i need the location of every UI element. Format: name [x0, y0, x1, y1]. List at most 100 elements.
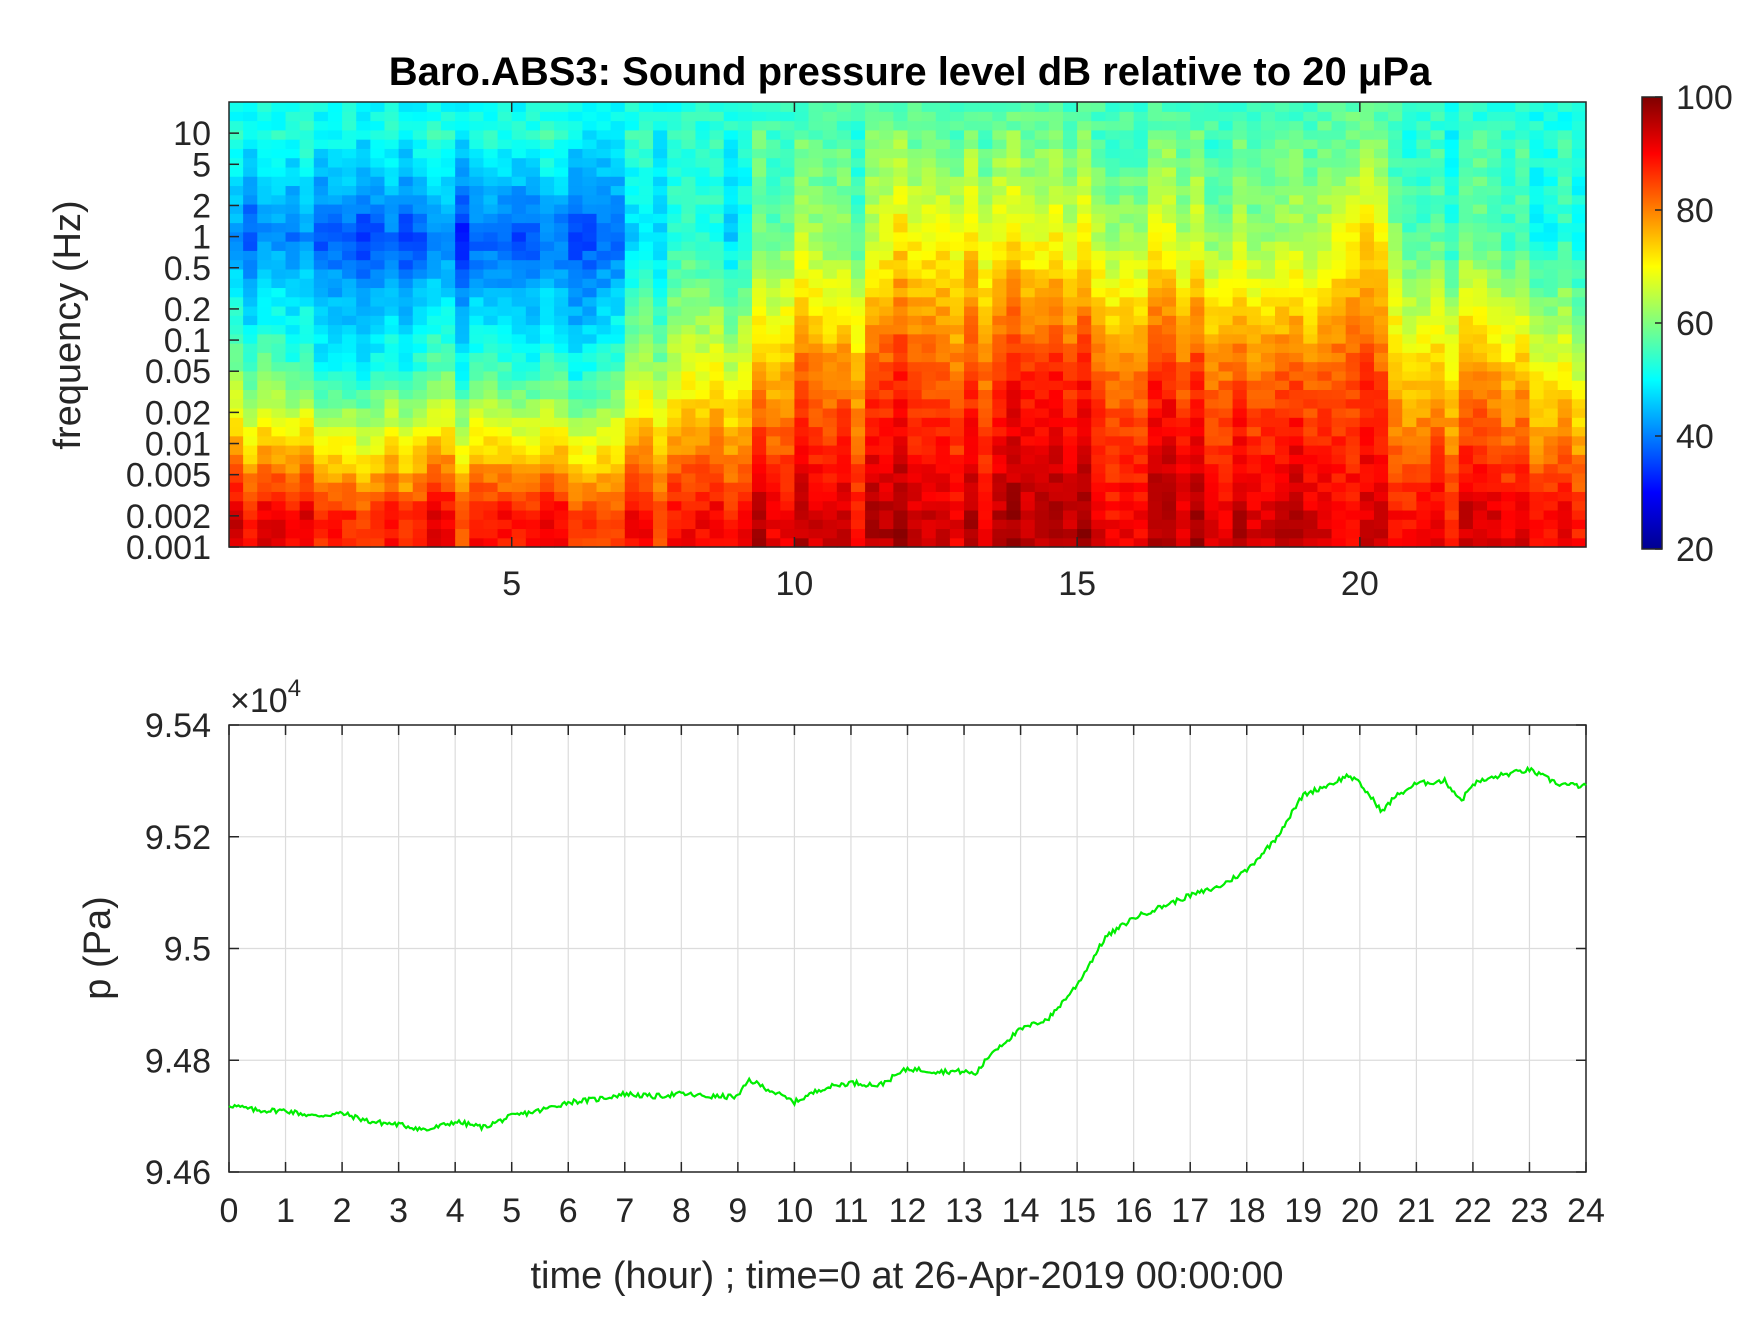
heatmap-cell	[1444, 185, 1460, 196]
heatmap-cell	[1543, 268, 1559, 279]
heatmap-cell	[497, 194, 513, 205]
heatmap-cell	[624, 166, 640, 177]
heatmap-cell	[1006, 241, 1022, 251]
heatmap-cell	[257, 472, 273, 483]
heatmap-cell	[539, 185, 555, 196]
heatmap-cell	[1062, 222, 1078, 233]
heatmap-cell	[1373, 435, 1389, 446]
heatmap-cell	[1034, 259, 1050, 270]
heatmap-cell	[271, 157, 287, 168]
heatmap-cell	[879, 194, 894, 205]
heatmap-cell	[1246, 278, 1262, 289]
heatmap-cell	[752, 194, 767, 205]
heatmap-cell	[681, 343, 697, 353]
heatmap-cell	[921, 352, 937, 363]
heatmap-cell	[243, 509, 258, 520]
heatmap-cell	[271, 241, 287, 251]
heatmap-cell	[752, 305, 767, 316]
heatmap-cell	[243, 380, 258, 390]
heatmap-cell	[1501, 250, 1516, 261]
heatmap-cell	[879, 426, 894, 437]
heatmap-cell	[850, 148, 866, 159]
heatmap-cell	[1176, 305, 1191, 316]
heatmap-cell	[780, 472, 796, 483]
heatmap-cell	[1020, 129, 1036, 140]
heatmap-cell	[1345, 491, 1361, 502]
heatmap-cell	[766, 120, 781, 131]
heatmap-cell	[229, 482, 244, 492]
x-tick-label: 18	[1228, 1192, 1266, 1230]
heatmap-cell	[1515, 259, 1531, 270]
heatmap-cell	[681, 296, 697, 307]
heatmap-cell	[596, 519, 612, 530]
heatmap-cell	[539, 111, 555, 122]
heatmap-cell	[667, 454, 682, 465]
heatmap-cell	[483, 472, 499, 483]
heatmap-cell	[568, 370, 583, 381]
heatmap-cell	[1345, 241, 1361, 251]
heatmap-cell	[370, 491, 386, 502]
heatmap-cell	[879, 102, 894, 112]
heatmap-cell	[695, 287, 711, 298]
heatmap-cell	[1388, 111, 1403, 122]
heatmap-cell	[1232, 278, 1248, 289]
heatmap-cell	[1402, 250, 1417, 261]
heatmap-cell	[653, 213, 668, 224]
heatmap-cell	[539, 176, 555, 187]
heatmap-cell	[313, 482, 329, 492]
heatmap-cell	[1529, 398, 1545, 409]
heatmap-cell	[1077, 352, 1092, 363]
heatmap-cell	[1472, 407, 1488, 418]
heatmap-cell	[1359, 231, 1375, 242]
heatmap-cell	[1303, 111, 1319, 122]
heatmap-cell	[667, 222, 682, 233]
heatmap-cell	[384, 370, 400, 381]
heatmap-cell	[384, 352, 400, 363]
heatmap-cell	[1275, 157, 1290, 168]
heatmap-cell	[327, 194, 343, 205]
heatmap-cell	[1204, 139, 1220, 149]
heatmap-cell	[426, 472, 442, 483]
heatmap-cell	[285, 361, 301, 372]
heatmap-cell	[370, 157, 386, 168]
heatmap-cell	[1133, 463, 1149, 474]
heatmap-cell	[766, 463, 781, 474]
heatmap-cell	[1430, 472, 1446, 483]
heatmap-cell	[1218, 268, 1234, 279]
heatmap-cell	[455, 222, 470, 233]
heatmap-cell	[1289, 259, 1304, 270]
heatmap-cell	[370, 454, 386, 465]
heatmap-cell	[229, 259, 244, 270]
heatmap-cell	[709, 519, 725, 530]
heatmap-cell	[469, 380, 485, 390]
heatmap-cell	[1331, 259, 1347, 270]
heatmap-cell	[370, 389, 386, 400]
heatmap-cell	[992, 166, 1008, 177]
heatmap-cell	[469, 370, 485, 381]
heatmap-cell	[794, 176, 810, 187]
heatmap-cell	[1543, 129, 1559, 140]
heatmap-cell	[1190, 528, 1205, 539]
heatmap-cell	[1218, 528, 1234, 539]
heatmap-cell	[1176, 129, 1191, 140]
heatmap-cell	[1458, 398, 1474, 409]
heatmap-cell	[1246, 305, 1262, 316]
x-tick-label: 0	[220, 1192, 239, 1230]
y-tick-label: 0.005	[126, 457, 211, 495]
heatmap-cell	[257, 241, 273, 251]
heatmap-cell	[1077, 241, 1092, 251]
heatmap-cell	[370, 407, 386, 418]
heatmap-cell	[426, 343, 442, 353]
heatmap-cell	[1077, 222, 1092, 233]
heatmap-cell	[1034, 509, 1050, 520]
heatmap-cell	[1458, 407, 1474, 418]
heatmap-cell	[723, 259, 739, 270]
heatmap-cell	[596, 278, 612, 289]
heatmap-cell	[398, 398, 414, 409]
heatmap-cell	[596, 500, 612, 511]
heatmap-cell	[1020, 139, 1036, 149]
heatmap-cell	[441, 194, 456, 205]
heatmap-cell	[935, 296, 951, 307]
heatmap-cell	[1388, 268, 1403, 279]
heatmap-cell	[568, 315, 583, 326]
